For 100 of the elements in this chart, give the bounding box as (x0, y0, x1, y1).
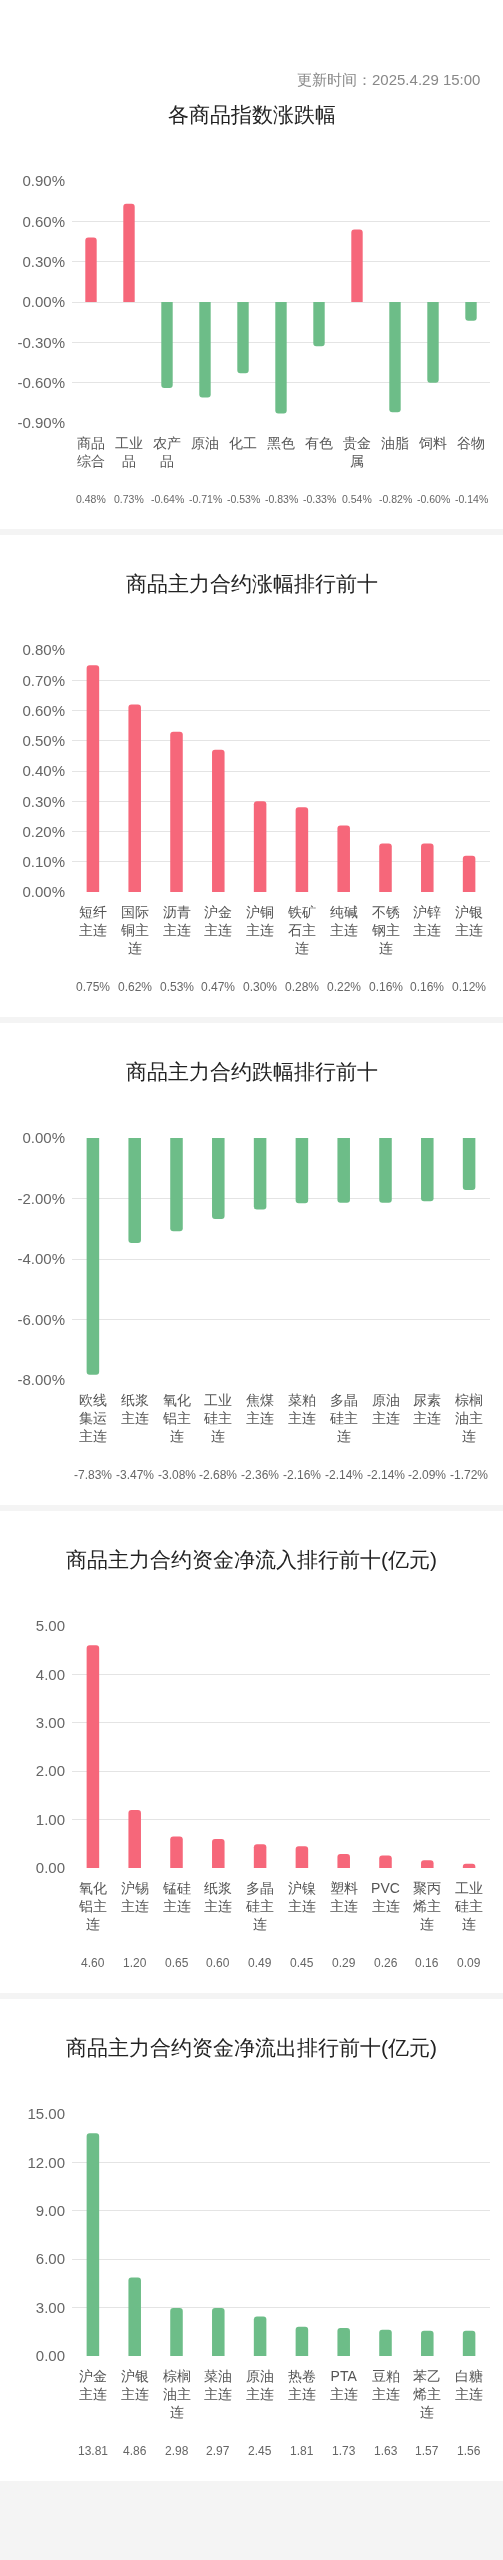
y-tick-label: 3.00 (35, 1714, 65, 1732)
y-tick-label: -4.00% (17, 1250, 65, 1268)
bar (462, 2330, 476, 2356)
data-label: 0.26 (374, 1956, 398, 1970)
x-tick-label: 铁矿石主连 (286, 904, 316, 957)
bar (389, 302, 401, 413)
bar (128, 2277, 141, 2356)
data-label: -2.09% (408, 1468, 447, 1482)
x-tick-label: 沪锌主连 (413, 904, 442, 939)
y-tick-label: 5.00 (35, 1617, 65, 1635)
x-tick-label: 纸浆主连 (120, 1392, 149, 1427)
y-tick-label: 0.80% (22, 641, 65, 659)
bar (379, 1855, 392, 1868)
bar (170, 2307, 183, 2356)
bar (253, 1844, 267, 1868)
data-label: 0.30% (243, 980, 278, 994)
x-tick-label: 纸浆主连 (204, 1880, 233, 1915)
bar (421, 843, 434, 892)
bar (123, 203, 135, 302)
data-label: 0.28% (285, 980, 320, 994)
data-label: -2.16% (283, 1468, 322, 1482)
data-label: 0.65 (165, 1956, 189, 1970)
y-tick-label: 0.00 (35, 2347, 65, 2365)
data-label: -7.83% (74, 1468, 113, 1482)
x-tick-label: 商品综合 (77, 435, 105, 470)
y-tick-label: 0.30% (22, 792, 65, 810)
x-tick-label: 欧线集运主连 (78, 1392, 107, 1445)
data-label: 0.53% (160, 980, 195, 994)
data-label: 1.56 (457, 2444, 481, 2458)
x-tick-label: 油脂 (381, 435, 409, 451)
x-tick-label: 黑色 (267, 435, 295, 451)
x-tick-label: 谷物 (457, 435, 485, 451)
data-label: 0.29 (332, 1956, 356, 1970)
data-label: 1.63 (374, 2444, 398, 2458)
x-tick-label: 国际铜主连 (119, 904, 149, 957)
x-tick-label: 苯乙烯主连 (413, 2368, 442, 2421)
bar (351, 229, 363, 302)
data-label: 0.09 (457, 1956, 481, 1970)
data-label: -0.14% (455, 493, 489, 505)
y-tick-label: 4.00 (35, 1665, 65, 1683)
bar (427, 302, 439, 383)
data-label: 0.49 (248, 1956, 272, 1970)
x-tick-label: 多晶硅主连 (245, 1880, 275, 1933)
x-tick-label: 纯碱主连 (329, 904, 358, 939)
bar (199, 302, 211, 398)
data-label: 4.86 (123, 2444, 147, 2458)
x-tick-label: 多晶硅主连 (328, 1392, 358, 1445)
x-tick-label: 棕榈油主连 (455, 1392, 484, 1445)
y-tick-label: -0.30% (17, 333, 65, 351)
x-tick-label: 白糖主连 (455, 2368, 484, 2403)
y-tick-label: -8.00% (17, 1371, 65, 1389)
bar (170, 731, 183, 892)
y-tick-label: 0.60% (22, 701, 65, 719)
data-label: -2.68% (199, 1468, 238, 1482)
bar (313, 302, 325, 347)
bar (462, 855, 476, 892)
data-label: -0.71% (189, 493, 223, 505)
y-tick-label: 3.00 (35, 2298, 65, 2316)
data-label: 2.98 (165, 2444, 189, 2458)
x-tick-label: 工业品 (115, 435, 143, 470)
data-label: 0.73% (114, 493, 144, 505)
data-label: 0.16% (369, 980, 404, 994)
x-tick-label: 原油主连 (246, 2368, 275, 2403)
data-label: 2.97 (206, 2444, 230, 2458)
data-label: -3.47% (116, 1468, 155, 1482)
x-tick-label: 菜油主连 (204, 2368, 233, 2403)
data-label: -2.14% (367, 1468, 406, 1482)
chart-title: 各商品指数涨跌幅 (167, 103, 336, 127)
y-tick-label: 0.10% (22, 853, 65, 870)
data-label: -3.08% (158, 1468, 197, 1482)
bar (212, 749, 225, 892)
data-label: 0.75% (76, 980, 111, 994)
x-tick-label: 焦煤主连 (246, 1392, 275, 1427)
data-label: -0.33% (303, 493, 337, 505)
data-label: 1.73 (332, 2444, 356, 2458)
x-tick-label: 沪银主连 (120, 2368, 149, 2403)
bar (212, 1838, 225, 1868)
x-tick-label: 菜粕主连 (287, 1392, 316, 1427)
data-label: 0.54% (342, 493, 372, 505)
x-tick-label: 棕榈油主连 (162, 2368, 191, 2421)
data-label: 0.47% (201, 980, 236, 994)
y-tick-label: 0.30% (22, 252, 65, 270)
y-tick-label: 0.40% (22, 762, 65, 780)
x-tick-label: 化工 (229, 435, 257, 451)
data-label: 0.22% (327, 980, 362, 994)
x-tick-label: 热卷主连 (287, 2368, 316, 2403)
y-tick-label: -0.60% (17, 373, 65, 391)
x-tick-label: PTA主连 (329, 2368, 358, 2403)
chart-title: 商品主力合约涨幅排行前十 (125, 572, 378, 596)
x-tick-label: 工业硅主连 (454, 1880, 484, 1933)
bar (128, 1809, 141, 1868)
chart-title: 商品主力合约资金净流入排行前十(亿元) (66, 1548, 437, 1572)
bar (275, 302, 287, 414)
x-tick-label: 工业硅主连 (203, 1392, 233, 1445)
data-label: 0.16 (415, 1956, 439, 1970)
y-tick-label: 1.00 (35, 1810, 65, 1828)
y-tick-label: -2.00% (17, 1189, 65, 1207)
bar (337, 2328, 350, 2356)
x-tick-label: 沪金主连 (204, 904, 233, 939)
chart-title: 商品主力合约资金净流出排行前十(亿元) (66, 2036, 437, 2060)
